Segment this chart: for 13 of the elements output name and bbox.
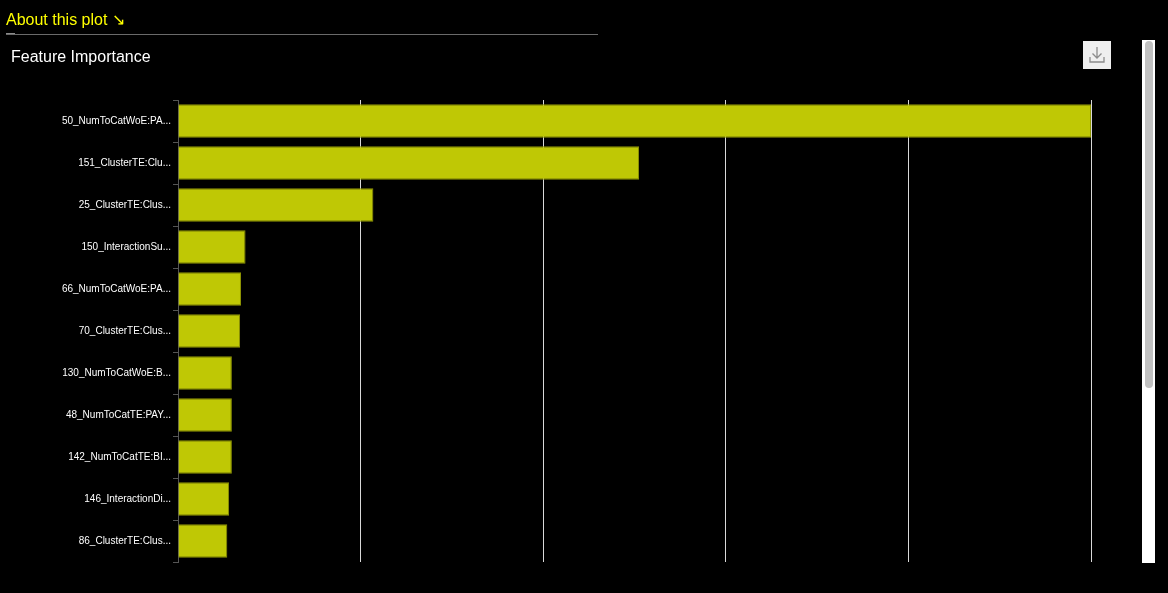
- y-tick-label: 50_NumToCatWoE:PA...: [61, 114, 171, 126]
- y-tick-label: 25_ClusterTE:Clus...: [78, 198, 171, 210]
- chart-title: Feature Importance: [11, 47, 151, 67]
- text: About this plot ↘: [6, 10, 125, 30]
- y-tick-label: 142_NumToCatTE:BI...: [68, 450, 171, 462]
- y-tick-label: 66_NumToCatWoE:PA...: [61, 282, 171, 294]
- y-tick-label: 146_InteractionDi...: [84, 492, 171, 504]
- y-tick-label: 48_NumToCatTE:PAY...: [65, 408, 171, 420]
- y-tick-label: 70_ClusterTE:Clus...: [78, 324, 171, 336]
- y-tick-label: 86_ClusterTE:Clus...: [78, 534, 171, 546]
- y-tick-label: 151_ClusterTE:Clu...: [78, 156, 171, 168]
- y-tick-label: 150_InteractionSu...: [81, 240, 171, 252]
- y-tick-label: 130_NumToCatWoE:B...: [62, 366, 171, 378]
